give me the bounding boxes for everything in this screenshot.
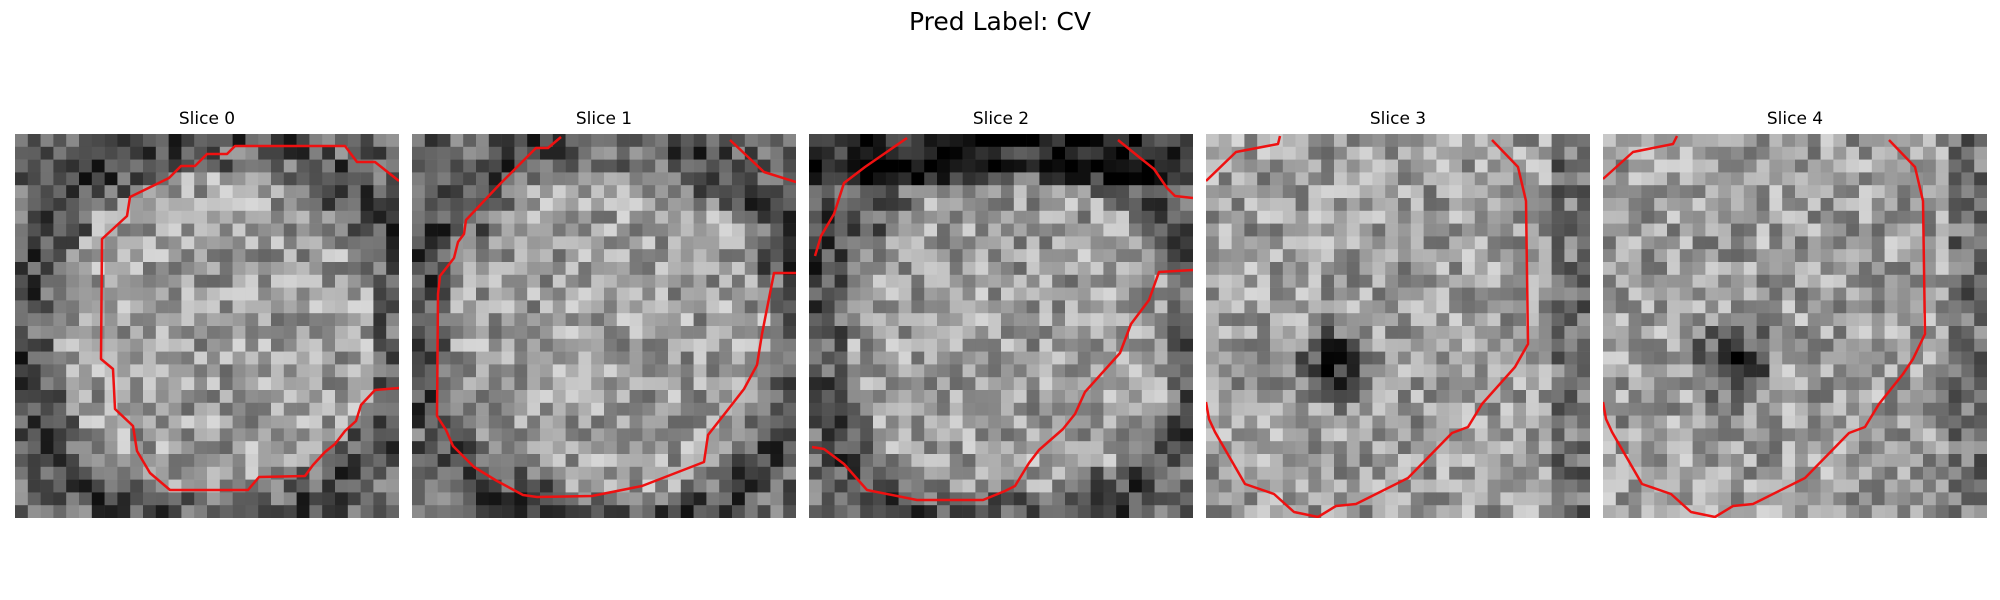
contour-line [1603,139,1927,518]
contour-line [1206,139,1530,518]
pixel-grid [1603,134,1987,518]
slice-image [809,134,1193,518]
slice-title: Slice 1 [575,109,633,129]
slice-title: Slice 2 [972,109,1030,129]
contour-line [1206,135,1282,182]
contour-line [729,139,796,184]
slice-title: Slice 0 [178,109,236,129]
pixel-grid [1206,134,1590,518]
contour-line [99,144,399,492]
contour-line [813,136,908,257]
pixel-grid [809,134,1193,518]
slice-image [15,134,399,518]
figure-suptitle: Pred Label: CV [909,7,1091,36]
contour-line [811,268,1193,502]
contour-line [435,136,796,499]
contour-line [1117,139,1193,200]
contour-line [1603,135,1679,180]
slice-title: Slice 4 [1766,109,1824,129]
slice-image [412,134,796,518]
slice-image [1206,134,1590,518]
slice-image [1603,134,1987,518]
slice-title: Slice 3 [1369,109,1427,129]
pixel-grid [15,134,399,518]
pixel-grid [412,134,796,518]
